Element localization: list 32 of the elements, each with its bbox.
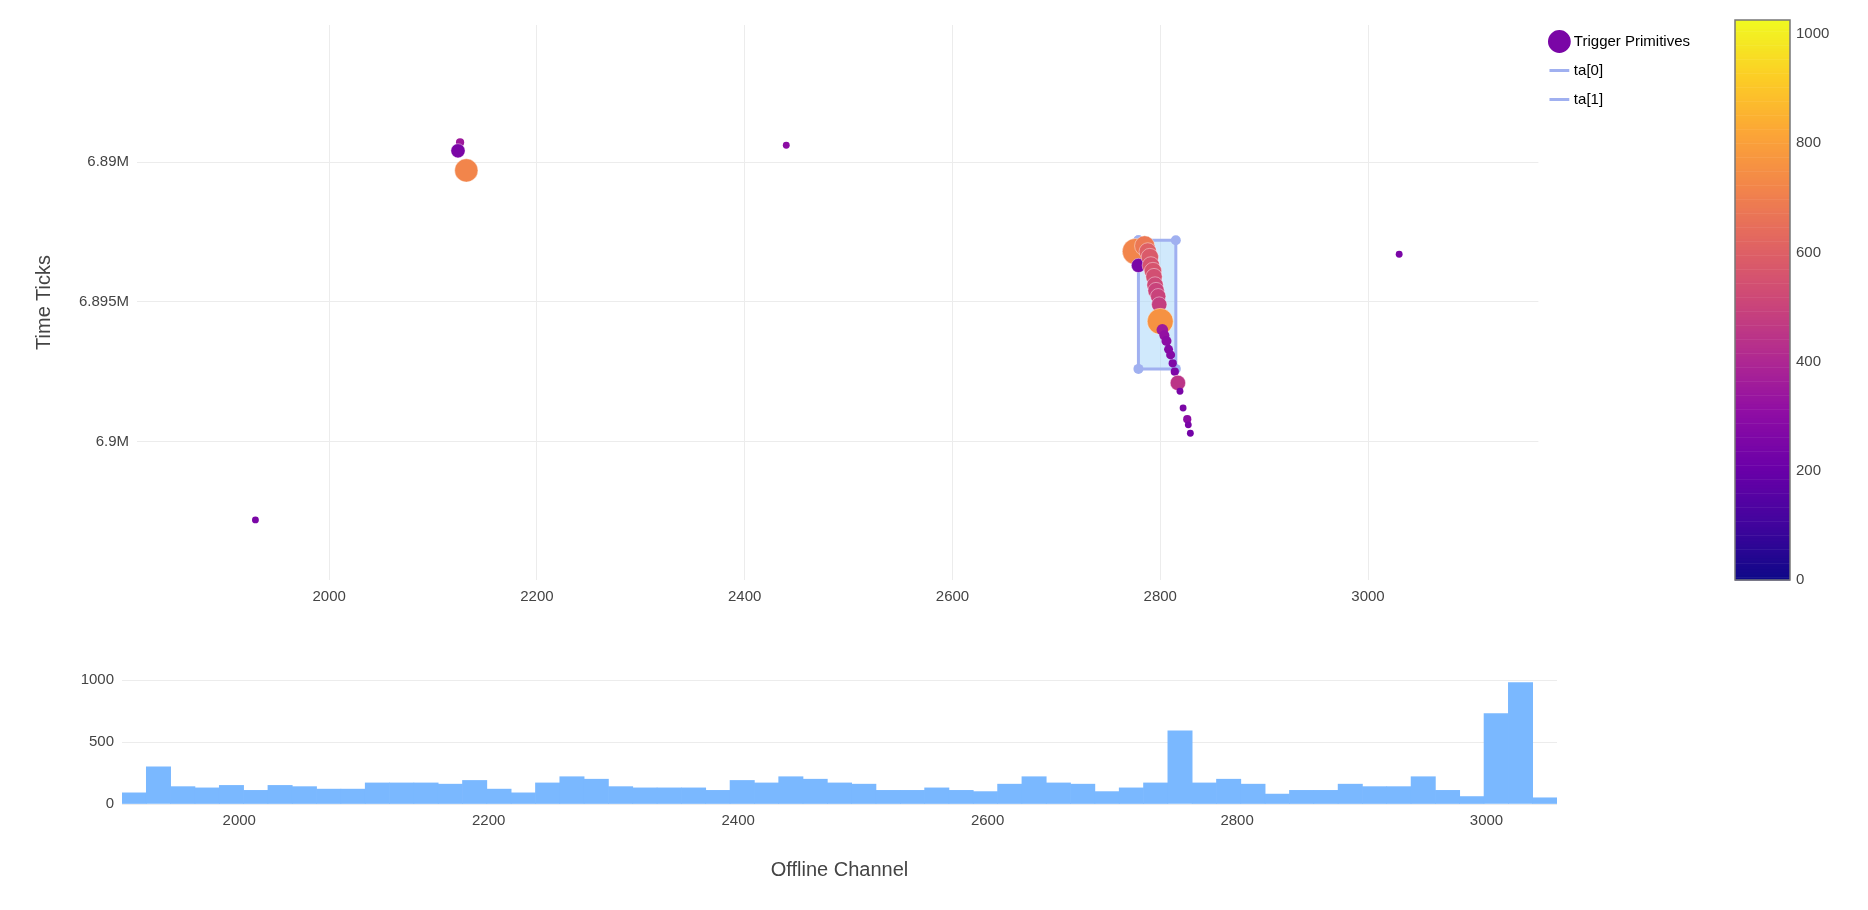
legend-label: ta[0] — [1573, 60, 1604, 78]
y-tick-label: 6.9M — [95, 431, 129, 449]
x-tick-label: 2000 — [312, 587, 346, 605]
x-tick-label: 2600 — [935, 587, 970, 605]
x-tick-label: 2800 — [1143, 587, 1177, 605]
legend-label: ta[1] — [1573, 89, 1604, 107]
legend-label: Trigger Primitives — [1573, 31, 1691, 49]
x-tick-label: 2200 — [520, 587, 554, 605]
color-bar-label: 600 — [1796, 242, 1822, 260]
x-tick-label: 3000 — [1351, 587, 1385, 605]
color-bar-label: 1000 — [1796, 24, 1830, 42]
x-axis-title: Offline Channel — [770, 857, 909, 880]
color-bar-label: 800 — [1796, 133, 1822, 151]
y-tick-label: 1000 — [80, 670, 114, 688]
y-tick-label: 6.895M — [78, 291, 129, 309]
x-tick-label: 2200 — [472, 811, 506, 829]
y-axis-title: Time Ticks — [31, 255, 54, 350]
y-tick-label: 0 — [105, 794, 114, 812]
x-tick-label: 2400 — [721, 811, 755, 829]
color-bar-label: 400 — [1796, 351, 1822, 369]
x-tick-label: 3000 — [1469, 811, 1504, 829]
point — [1170, 235, 1181, 246]
point — [1133, 363, 1144, 374]
y-tick-label: 500 — [88, 732, 114, 750]
color-bar-label: 200 — [1796, 460, 1822, 478]
x-tick-label: 2000 — [222, 811, 256, 829]
x-tick-label: 2400 — [728, 587, 762, 605]
color-bar-label: 0 — [1796, 570, 1805, 588]
y-tick-label: 6.89M — [87, 152, 129, 170]
point — [450, 143, 466, 159]
x-tick-label: 2600 — [970, 811, 1005, 829]
x-tick-label: 2800 — [1220, 811, 1254, 829]
